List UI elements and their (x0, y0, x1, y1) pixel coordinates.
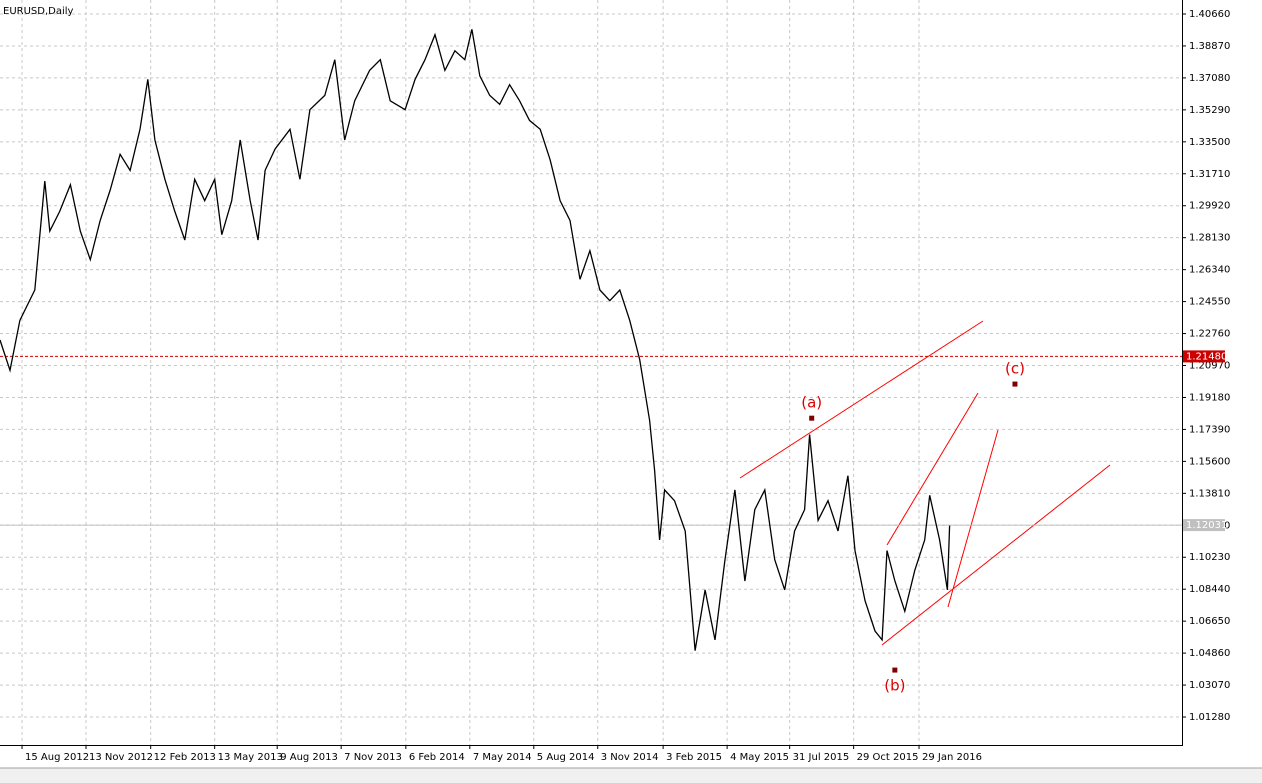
y-tick-label: 1.35290 (1189, 105, 1230, 116)
y-tick-label: 1.15600 (1189, 456, 1230, 467)
price-label-box (1183, 519, 1225, 532)
x-tick-label: 7 Nov 2013 (344, 752, 402, 763)
y-tick-label: 1.10230 (1189, 552, 1230, 563)
y-tick-label: 1.28130 (1189, 233, 1230, 244)
trend-line[interactable] (881, 464, 1111, 646)
trend-line[interactable] (886, 392, 979, 546)
y-tick-label: 1.29920 (1189, 201, 1230, 212)
y-tick-label: 1.03070 (1189, 680, 1230, 691)
x-tick-label: 12 Feb 2013 (154, 752, 216, 763)
x-tick-label: 31 Jul 2015 (793, 752, 850, 763)
y-tick-label: 1.19180 (1189, 392, 1230, 403)
x-tick-label: 13 May 2013 (218, 752, 283, 763)
y-tick-label: 1.31710 (1189, 169, 1230, 180)
annotation-marker (809, 415, 815, 421)
y-tick-label: 1.06650 (1189, 616, 1230, 627)
x-tick-label: 15 Aug 2012 (25, 752, 89, 763)
price-line-series (0, 29, 951, 651)
x-tick-label: 7 May 2014 (473, 752, 532, 763)
y-tick-label: 1.08440 (1189, 584, 1230, 595)
x-tick-label: 4 May 2015 (730, 752, 789, 763)
x-tick-label: 3 Feb 2015 (666, 752, 722, 763)
annotation-marker (1012, 381, 1018, 387)
x-tick-label: 29 Jan 2016 (922, 752, 982, 763)
trend-line[interactable] (739, 320, 984, 479)
y-tick-label: 1.01280 (1189, 712, 1230, 723)
x-tick-label: 9 Aug 2013 (280, 752, 338, 763)
annotation-label: (b) (884, 677, 905, 695)
y-tick-label: 1.22760 (1189, 329, 1230, 340)
annotation-marker (892, 667, 898, 673)
y-tick-label: 1.20970 (1189, 361, 1230, 372)
y-tick-label: 1.37080 (1189, 73, 1230, 84)
x-tick-label: 6 Feb 2014 (409, 752, 465, 763)
y-tick-label: 1.13810 (1189, 488, 1230, 499)
y-tick-label: 1.26340 (1189, 265, 1230, 276)
x-tick-label: 5 Aug 2014 (537, 752, 595, 763)
y-tick-label: 1.40660 (1189, 9, 1230, 20)
trend-line[interactable] (947, 429, 999, 608)
y-tick-label: 1.33500 (1189, 137, 1230, 148)
x-tick-label: 3 Nov 2014 (601, 752, 659, 763)
y-tick-label: 1.17390 (1189, 424, 1230, 435)
x-tick-label: 13 Nov 2012 (89, 752, 153, 763)
y-tick-label: 1.24550 (1189, 297, 1230, 308)
annotation-label: (c) (1005, 360, 1025, 378)
price-label-box (1183, 350, 1225, 363)
chart-title: EURUSD,Daily (3, 6, 74, 17)
x-tick-label: 29 Oct 2015 (857, 752, 919, 763)
y-tick-label: 1.04860 (1189, 648, 1230, 659)
price-label: 1.21480 (1186, 351, 1227, 362)
price-label: 1.12031 (1186, 520, 1227, 531)
annotation-label: (a) (801, 394, 822, 412)
trend-lines (739, 320, 1111, 646)
scrollbar[interactable] (0, 768, 1262, 783)
y-tick-label: 1.38870 (1189, 41, 1230, 52)
